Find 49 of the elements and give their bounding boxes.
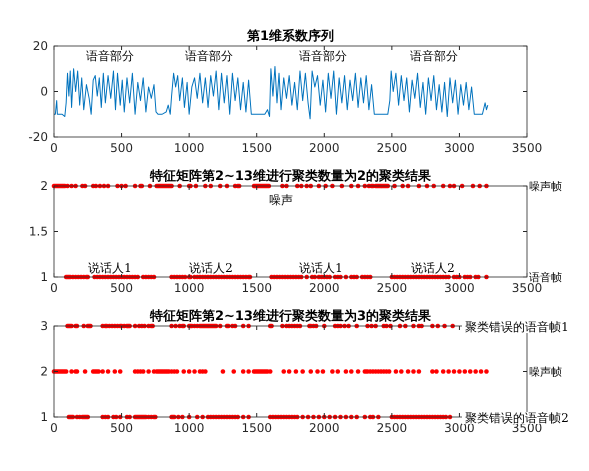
y-tick-label: 2: [40, 364, 48, 378]
x-tick-label: 3000: [444, 281, 475, 295]
annotation: 噪声帧: [529, 180, 562, 193]
annotation: 说话人1: [88, 261, 132, 275]
x-tick-label: 500: [110, 421, 134, 435]
annotation: 聚类错误的语音帧1: [465, 320, 569, 334]
chart-title: 第1维系数序列: [246, 28, 334, 44]
x-tick-label: 0: [50, 421, 58, 435]
y-tick-label: 1: [40, 410, 48, 424]
x-tick-label: 0: [50, 281, 58, 295]
x-tick-label: 1500: [241, 421, 272, 435]
x-tick-label: 0: [50, 141, 58, 155]
x-tick-label: 1000: [174, 141, 204, 155]
annotation: 语音部分: [86, 49, 134, 63]
annotation: 噪声: [269, 193, 293, 207]
x-tick-label: 500: [110, 141, 134, 155]
annotation: 说话人2: [189, 261, 233, 275]
line-series: [54, 66, 488, 120]
y-tick-label: 1: [40, 270, 48, 284]
y-tick-label: -20: [28, 130, 48, 144]
x-tick-label: 3000: [444, 141, 475, 155]
x-tick-label: 2000: [309, 141, 340, 155]
x-tick-label: 2000: [309, 421, 340, 435]
annotation: 噪声帧: [529, 366, 562, 378]
x-tick-label: 1000: [174, 281, 204, 295]
x-tick-label: 2500: [376, 141, 408, 155]
annotation: 语音部分: [410, 49, 458, 63]
chart-title: 特征矩阵第2~13维进行聚类数量为2的聚类结果: [148, 168, 432, 184]
annotation: 说话人2: [411, 261, 455, 275]
x-tick-label: 1500: [241, 141, 272, 155]
annotation: 说话人1: [299, 261, 343, 275]
y-tick-label: 0: [40, 84, 48, 98]
x-tick-label: 2500: [376, 281, 408, 295]
x-tick-label: 2500: [376, 421, 408, 435]
chart-title: 特征矩阵第2~13维进行聚类数量为3的聚类结果: [148, 308, 432, 324]
annotation: 语音帧: [529, 271, 562, 284]
x-tick-label: 1500: [241, 281, 272, 295]
x-tick-label: 500: [110, 281, 134, 295]
annotation: 语音部分: [185, 49, 233, 63]
y-tick-label: 1.5: [28, 224, 48, 238]
y-tick-label: 3: [40, 319, 48, 333]
annotation: 聚类错误的语音帧2: [465, 411, 569, 425]
x-tick-label: 2000: [309, 281, 340, 295]
y-tick-label: 2: [40, 179, 48, 193]
x-tick-label: 3500: [512, 141, 542, 155]
x-tick-label: 3500: [512, 281, 542, 295]
annotation: 语音部分: [299, 49, 347, 63]
x-tick-label: 1000: [174, 421, 204, 435]
y-tick-label: 20: [32, 39, 48, 53]
